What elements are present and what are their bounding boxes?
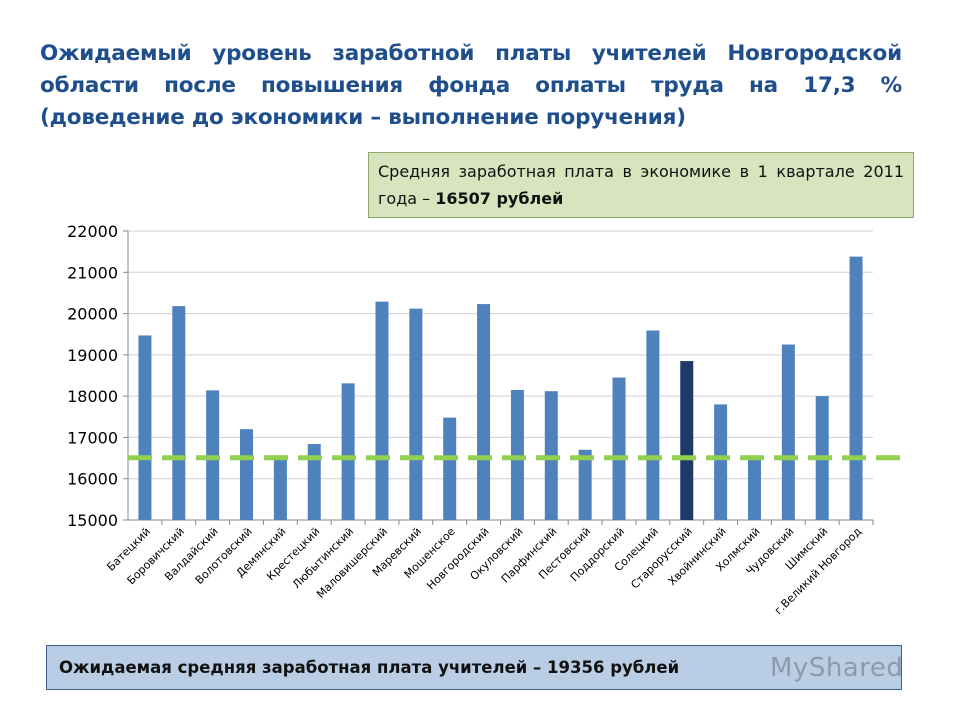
bar xyxy=(714,404,728,520)
bar xyxy=(375,301,389,520)
y-tick-label: 20000 xyxy=(67,305,118,324)
bar xyxy=(273,456,287,520)
bar xyxy=(747,459,761,520)
watermark-text: MyShared xyxy=(770,653,904,683)
teacher-salary-box: Ожидаемая средняя заработная плата учите… xyxy=(46,645,902,690)
y-tick-label: 19000 xyxy=(67,346,118,365)
bar xyxy=(172,306,186,520)
bar xyxy=(781,344,795,520)
y-tick-label: 15000 xyxy=(67,511,118,530)
y-tick-label: 21000 xyxy=(67,263,118,282)
economy-salary-value: 16507 рублей xyxy=(435,189,564,208)
bar xyxy=(612,377,626,520)
y-tick-label: 16000 xyxy=(67,470,118,489)
economy-salary-text: Средняя заработная плата в экономике в 1… xyxy=(378,162,904,208)
bar xyxy=(138,335,152,520)
watermark: MyShared xyxy=(770,653,903,683)
y-tick-label: 22000 xyxy=(67,222,118,241)
bar xyxy=(680,361,694,520)
bar xyxy=(409,308,423,520)
economy-salary-box: Средняя заработная плата в экономике в 1… xyxy=(368,152,914,218)
x-tick-label: Любытинский xyxy=(290,525,356,591)
bar xyxy=(849,256,863,520)
page-title: Ожидаемый уровень заработной платы учите… xyxy=(40,41,902,130)
bar xyxy=(206,390,220,520)
y-tick-label: 17000 xyxy=(67,428,118,447)
bar xyxy=(307,444,321,520)
bar xyxy=(510,389,524,520)
bar xyxy=(477,304,491,520)
bar xyxy=(341,383,355,520)
y-tick-label: 18000 xyxy=(67,387,118,406)
bar xyxy=(646,330,660,520)
bar xyxy=(443,417,457,520)
bar xyxy=(240,429,254,520)
bar xyxy=(578,449,592,520)
